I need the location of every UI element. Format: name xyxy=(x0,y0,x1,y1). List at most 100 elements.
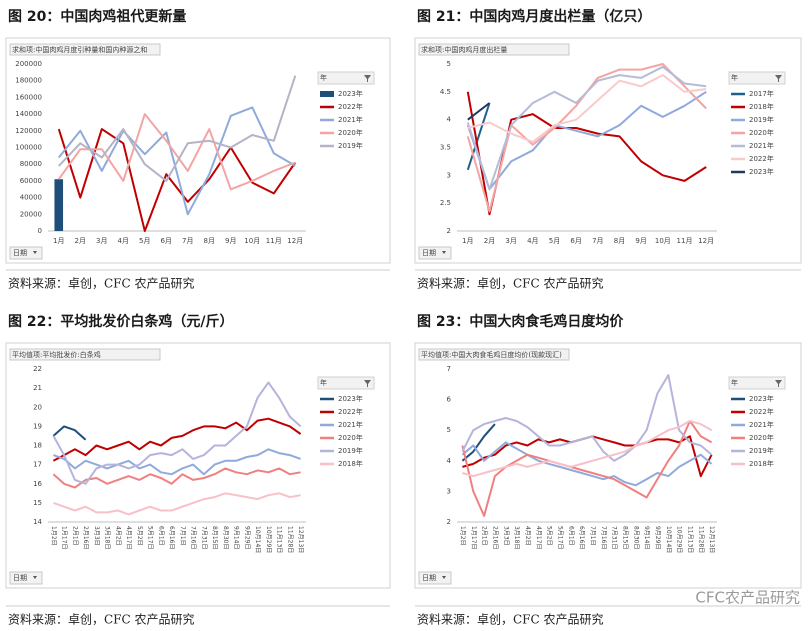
x-tick-label: 11月28日 xyxy=(697,526,704,553)
x-tick-label: 1月 xyxy=(53,237,64,245)
filter-label[interactable]: 日期 xyxy=(422,249,436,257)
x-tick-label: 5月 xyxy=(549,237,560,245)
chart-title: 图 20：中国肉鸡祖代更新量 xyxy=(8,8,186,25)
series-line xyxy=(461,423,496,462)
x-tick-label: 7月16日 xyxy=(190,526,197,549)
series-line xyxy=(462,420,713,478)
y-tick-label: 100000 xyxy=(15,144,42,152)
series-line xyxy=(58,106,296,216)
y-tick-label: 2 xyxy=(447,518,451,526)
y-tick-label: 2 xyxy=(447,227,451,235)
bar xyxy=(54,179,64,231)
x-tick-label: 4月2日 xyxy=(114,526,121,546)
y-tick-label: 80000 xyxy=(20,160,42,168)
filter-label[interactable]: 日期 xyxy=(422,574,436,582)
x-tick-label: 10月29日 xyxy=(265,526,272,553)
x-tick-label: 3月 xyxy=(505,237,516,245)
x-tick-label: 8月15日 xyxy=(211,526,218,549)
legend-label: 2021年 xyxy=(749,141,774,150)
x-tick-label: 11月13日 xyxy=(276,526,283,553)
filter-arrow xyxy=(33,576,37,579)
filter-arrow xyxy=(442,576,446,579)
series-line xyxy=(57,128,297,232)
y-tick-label: 19 xyxy=(33,422,42,430)
y-tick-label: 2.5 xyxy=(440,199,451,207)
legend-label: 2020年 xyxy=(749,433,774,442)
x-tick-label: 3月18日 xyxy=(104,526,111,549)
x-tick-label: 3月 xyxy=(96,237,107,245)
y-tick-label: 14 xyxy=(33,518,42,526)
legend-label: 2020年 xyxy=(338,433,363,442)
series-line xyxy=(466,102,491,171)
legend-title: 年 xyxy=(320,378,327,387)
series-line xyxy=(467,74,707,143)
x-tick-label: 8月15日 xyxy=(621,526,628,549)
legend-label: 2018年 xyxy=(749,459,774,468)
x-tick-label: 7月31日 xyxy=(200,526,207,549)
x-tick-label: 5月17日 xyxy=(147,526,154,549)
legend-filter-icon xyxy=(775,75,782,82)
legend-header xyxy=(728,71,786,85)
legend-header xyxy=(317,376,375,390)
legend-label: 2021年 xyxy=(749,420,774,429)
legend-swatch xyxy=(320,91,334,97)
legend-label: 2020年 xyxy=(338,128,363,137)
filter-button xyxy=(9,246,43,260)
x-tick-label: 11月 xyxy=(266,237,282,245)
x-tick-label: 6月 xyxy=(570,237,581,245)
y-tick-label: 200000 xyxy=(15,60,42,68)
y-tick-label: 40000 xyxy=(20,194,42,202)
x-tick-label: 9月 xyxy=(635,237,646,245)
filter-arrow xyxy=(33,251,37,254)
y-tick-label: 20 xyxy=(33,403,42,411)
series-line xyxy=(461,441,713,487)
legend-label: 2019年 xyxy=(749,446,774,455)
x-tick-label: 1月2日 xyxy=(459,526,466,546)
filter-button xyxy=(418,246,452,260)
legend-label: 2018年 xyxy=(749,102,774,111)
chart-title: 图 21：中国肉鸡月度出栏量（亿只） xyxy=(417,8,651,25)
series-line xyxy=(467,102,491,121)
x-tick-label: 8月 xyxy=(204,237,215,245)
legend-label: 2019年 xyxy=(338,141,363,150)
x-tick-label: 12月13日 xyxy=(297,526,304,553)
y-tick-label: 16 xyxy=(33,480,42,488)
x-tick-label: 11月 xyxy=(677,237,693,245)
x-tick-label: 9月14日 xyxy=(233,526,240,549)
x-tick-label: 4月2日 xyxy=(524,526,531,546)
source-note: 资料来源：卓创，CFC 农产品研究 xyxy=(417,276,604,291)
filter-button xyxy=(418,571,452,585)
series-line xyxy=(53,448,301,476)
y-tick-label: 20000 xyxy=(20,210,42,218)
series-line xyxy=(58,75,297,182)
series-line xyxy=(57,113,296,191)
filter-label[interactable]: 日期 xyxy=(13,574,27,582)
x-tick-label: 3月18日 xyxy=(513,526,520,549)
x-tick-label: 7月1日 xyxy=(589,526,596,546)
legend-filter-icon xyxy=(364,75,371,82)
x-tick-label: 2月 xyxy=(484,237,495,245)
source-note: 资料来源：卓创，CFC 农产品研究 xyxy=(8,612,195,627)
pivot-label: 平均值项:平均批发价:白条鸡 xyxy=(12,350,101,359)
filter-button xyxy=(9,571,43,585)
x-tick-label: 6月1日 xyxy=(157,526,164,546)
x-tick-label: 7月31日 xyxy=(611,526,618,549)
pivot-label: 求和项:中国肉鸡月度出栏量 xyxy=(421,45,507,54)
legend-filter-icon xyxy=(364,380,371,387)
y-tick-label: 3 xyxy=(447,171,451,179)
series-line xyxy=(466,65,707,191)
y-tick-label: 5 xyxy=(447,60,451,68)
x-tick-label: 12月 xyxy=(698,237,714,245)
y-tick-label: 180000 xyxy=(15,77,42,85)
legend-label: 2017年 xyxy=(749,89,774,98)
x-tick-label: 3月3日 xyxy=(93,526,100,546)
legend-label: 2021年 xyxy=(338,115,363,124)
x-tick-label: 4月 xyxy=(118,237,129,245)
pivot-label-box xyxy=(9,348,161,361)
x-tick-label: 9月29日 xyxy=(654,526,661,549)
x-tick-label: 1月 xyxy=(462,237,473,245)
legend-label: 2022年 xyxy=(338,102,363,111)
filter-label[interactable]: 日期 xyxy=(13,249,27,257)
x-tick-label: 12月13日 xyxy=(708,526,715,553)
x-tick-label: 10月14日 xyxy=(254,526,261,553)
